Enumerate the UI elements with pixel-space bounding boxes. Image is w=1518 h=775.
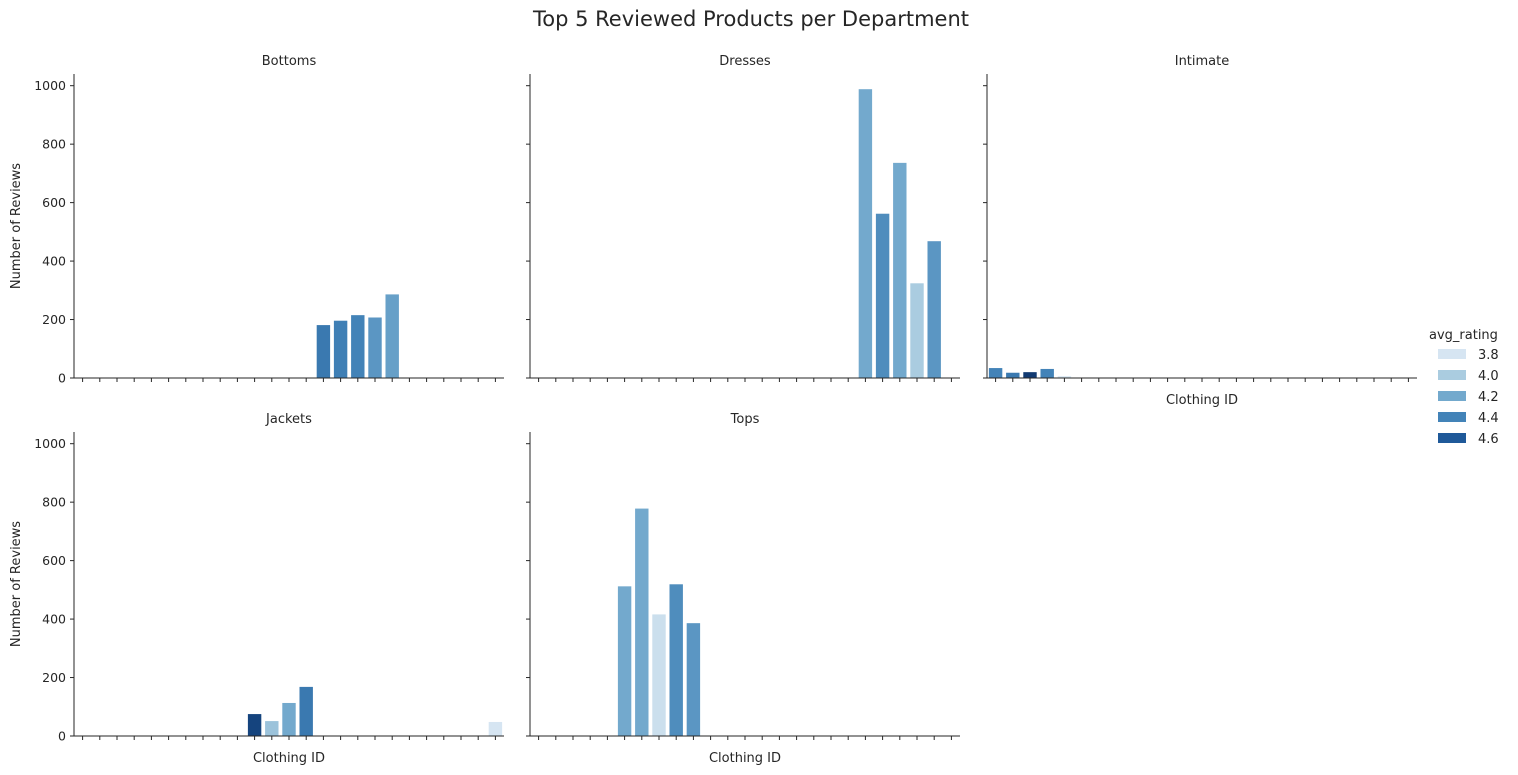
facet-intimate: Intimate Clothing ID [983,54,1417,408]
bar [893,162,907,378]
y-axis-label: Number of Reviews [9,163,24,289]
bar [988,368,1003,378]
y-axis-label: Number of Reviews [9,521,24,647]
bar [282,702,296,736]
facet-title: Jackets [265,412,312,427]
bar [1040,368,1054,378]
y-tick-label: 1000 [34,78,66,93]
bar [875,213,890,378]
legend-swatch [1438,370,1466,380]
bar [617,586,632,736]
y-tick-label: 200 [42,312,66,327]
legend-label: 4.6 [1478,432,1499,447]
y-tick-label: 0 [58,371,66,386]
bar [351,315,365,378]
bar [316,325,331,378]
bar [368,317,382,378]
bar [488,721,503,736]
bar [333,320,348,378]
legend: avg_rating 3.8 4.0 4.2 4.4 4.6 [1429,328,1499,447]
y-tick-label: 200 [42,670,66,685]
y-tick-label: 600 [42,195,66,210]
legend-label: 4.4 [1478,411,1499,426]
y-tick-label: 600 [42,553,66,568]
legend-swatch [1438,349,1466,359]
facet-panels: Bottoms 0 200 400 600 800 1000 Number of Review… [9,54,1417,766]
y-tick-label: 800 [42,495,66,510]
bar [1057,376,1072,378]
facet-title: Tops [730,412,760,427]
y-tick-label: 400 [42,254,66,269]
y-tick-label: 1000 [34,436,66,451]
facet-title: Bottoms [262,54,317,69]
legend-label: 4.0 [1478,369,1499,384]
bar [1006,372,1020,378]
legend-label: 4.2 [1478,390,1499,405]
facet-jackets: Jackets 0 200 400 600 800 1000 Number of Review… [9,412,504,766]
bar [385,294,399,378]
x-axis-label: Clothing ID [1166,393,1238,408]
x-axis-label: Clothing ID [709,751,781,766]
bar [265,721,279,736]
bar [927,241,941,378]
legend-swatch [1438,412,1466,422]
legend-label: 3.8 [1478,348,1499,363]
facet-dresses: Dresses [526,54,960,382]
bar [858,89,873,378]
chart-title: Top 5 Reviewed Products per Department [532,7,969,31]
bar [669,584,683,736]
bar [686,623,701,736]
y-tick-label: 0 [58,729,66,744]
facet-title: Dresses [719,54,771,69]
y-tick-label: 400 [42,612,66,627]
legend-title: avg_rating [1429,328,1498,343]
bar [1023,372,1037,378]
x-axis-label: Clothing ID [253,751,325,766]
bar [910,283,924,378]
facet-tops: Tops Clothing ID [526,412,960,766]
legend-swatch [1438,433,1466,443]
facet-bottoms: Bottoms 0 200 400 600 800 1000 Number of Review… [9,54,504,386]
bar [635,508,649,736]
legend-swatch [1438,391,1466,401]
bar [247,714,262,736]
bar [299,686,313,736]
y-tick-label: 800 [42,137,66,152]
facet-title: Intimate [1175,54,1230,69]
bar [652,614,666,736]
